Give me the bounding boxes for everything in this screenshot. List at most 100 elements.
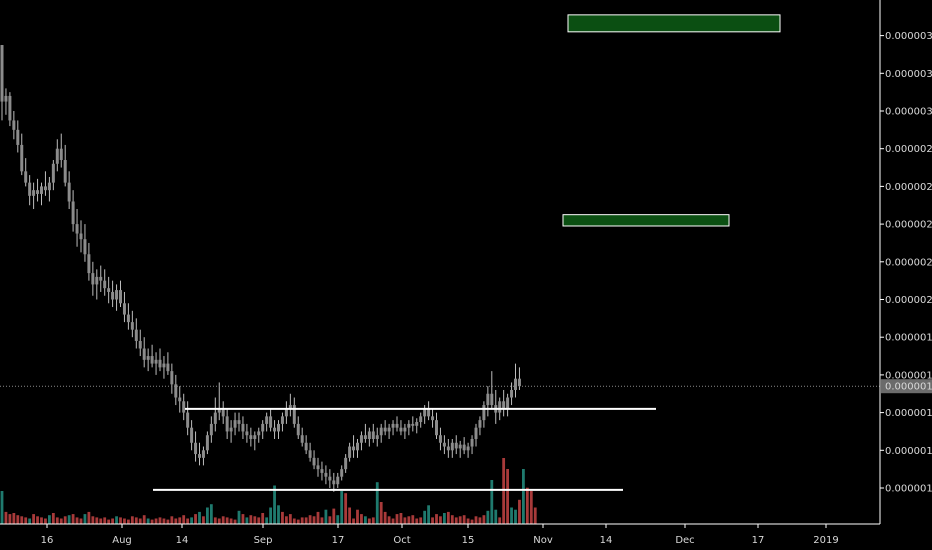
candle-body — [514, 378, 517, 390]
candle-body — [474, 427, 478, 439]
candle-body — [383, 427, 387, 432]
candle-body — [273, 427, 277, 432]
candle-body — [356, 442, 359, 451]
volume-bar — [356, 509, 359, 524]
volume-bar — [249, 515, 253, 524]
volume-bar — [55, 517, 59, 524]
volume-bar — [237, 510, 241, 524]
candle-body — [126, 314, 130, 323]
volume-bar — [127, 519, 130, 524]
candle-body — [186, 412, 190, 428]
volume-bar — [198, 511, 201, 524]
volume-bar — [24, 517, 28, 524]
target-zones[interactable] — [562, 14, 781, 227]
volume-bar — [28, 518, 32, 524]
volume-bar — [190, 517, 193, 524]
candle-body — [71, 201, 75, 225]
volume-bar — [213, 517, 217, 524]
volume-bar — [292, 518, 296, 524]
candle-body — [249, 435, 253, 439]
volume-bar — [308, 515, 312, 524]
volume-bar — [146, 518, 150, 524]
volume-bar — [158, 517, 162, 524]
candle-body — [482, 405, 486, 421]
target-zone[interactable] — [562, 214, 730, 227]
volume-bar — [99, 518, 103, 524]
x-tick-label: Nov — [533, 535, 553, 546]
volume-bar — [174, 518, 178, 524]
volume-bar — [494, 509, 498, 524]
candle-body — [280, 416, 284, 424]
x-tick-label: Dec — [675, 535, 694, 546]
candle-body — [502, 401, 506, 409]
volume-bar — [142, 515, 146, 524]
volume-bar — [71, 514, 75, 524]
candle-body — [261, 423, 265, 432]
volume-bar — [253, 516, 257, 524]
volume-bar — [427, 505, 430, 524]
x-tick-label: 14 — [600, 535, 613, 546]
volume-bar — [229, 518, 233, 524]
horizontal-levels[interactable] — [153, 407, 656, 491]
candle-body — [454, 442, 458, 449]
y-tick-label: 0.00000100 — [885, 484, 932, 495]
candle-body — [201, 450, 205, 458]
candle-body — [55, 148, 59, 164]
candle-body — [217, 408, 221, 413]
candle-body — [446, 446, 450, 451]
volume-bar — [478, 517, 482, 524]
volume-bar — [446, 511, 450, 524]
candle-body — [119, 290, 122, 304]
volume-bar — [225, 517, 229, 524]
volume-bars — [0, 458, 537, 524]
candle-body — [352, 446, 356, 451]
candle-body — [32, 190, 36, 196]
x-tick-label: 16 — [41, 535, 54, 546]
volume-bar — [522, 469, 525, 524]
volume-bar — [63, 516, 67, 524]
price-axis[interactable]: 0.00000100 0.00000120 0.00000140 0.00000160… — [880, 31, 932, 495]
candle-body — [415, 422, 419, 426]
volume-bar — [130, 516, 134, 524]
volume-bar — [332, 508, 336, 524]
time-axis[interactable]: 16 Aug 14 Sep 17 Oct 15 Nov 14 Dec 17 2019 — [41, 524, 839, 546]
volume-bar — [352, 518, 355, 524]
target-zone[interactable] — [567, 14, 781, 33]
candle-body — [363, 435, 367, 439]
candle-body — [435, 420, 438, 436]
volume-bar — [518, 499, 521, 524]
y-tick-label: 0.00000220 — [885, 257, 932, 268]
candle-body — [316, 465, 320, 470]
volume-bar — [312, 516, 316, 524]
volume-bar — [403, 517, 407, 524]
candle-body — [371, 431, 375, 439]
volume-bar — [91, 516, 95, 524]
volume-bar — [423, 510, 427, 524]
candlesticks — [0, 45, 521, 492]
candle-body — [103, 280, 107, 289]
candle-body — [51, 163, 55, 183]
candle-body — [458, 444, 462, 449]
volume-bar — [281, 511, 284, 524]
x-tick-label: 2019 — [813, 535, 838, 546]
x-tick-label: 17 — [332, 535, 345, 546]
candle-body — [379, 427, 383, 436]
volume-bar — [391, 518, 395, 524]
y-tick-label: 0.00000120 — [885, 446, 932, 457]
x-tick-label: Sep — [254, 535, 273, 546]
volume-bar — [490, 480, 494, 524]
candle-body — [265, 416, 269, 424]
candle-body — [438, 435, 442, 443]
volume-bar — [387, 516, 391, 524]
candle-body — [79, 233, 83, 240]
candle-body — [253, 435, 257, 439]
candle-body — [142, 348, 146, 360]
candle-body — [395, 423, 399, 428]
candle-body — [166, 363, 170, 372]
candle-body — [221, 408, 225, 417]
volume-bar — [166, 519, 170, 524]
candle-body — [99, 276, 103, 281]
volume-bar — [186, 518, 190, 524]
